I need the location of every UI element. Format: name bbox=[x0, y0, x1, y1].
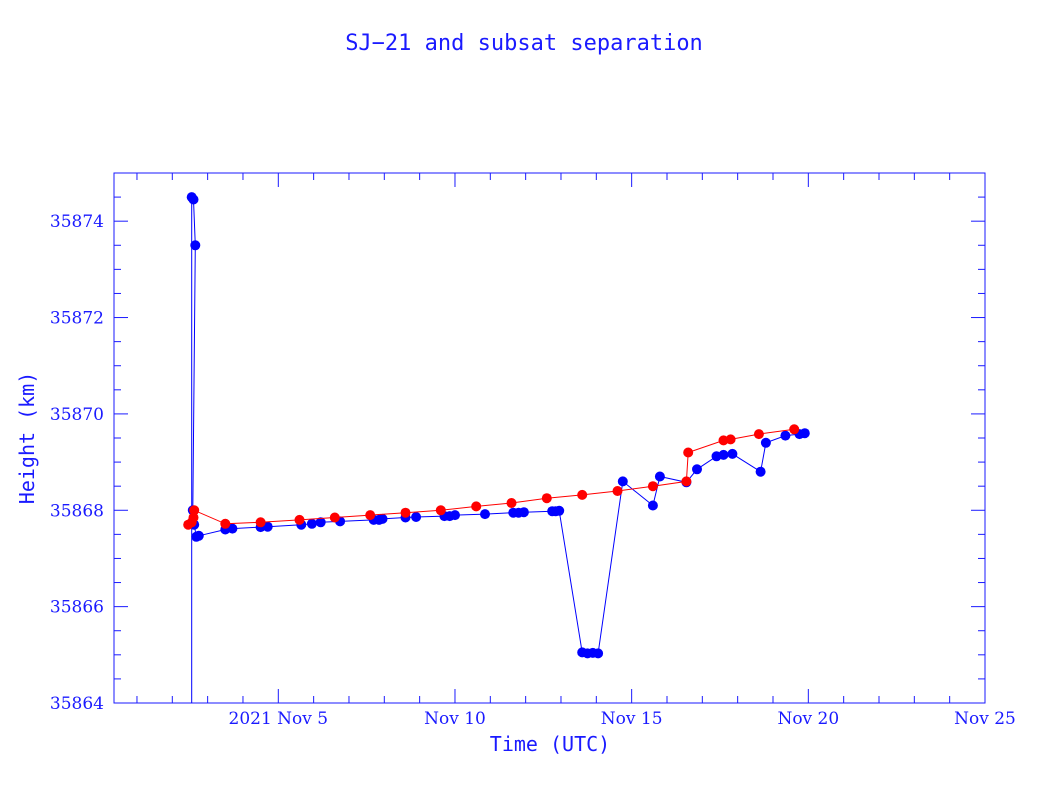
data-point bbox=[411, 512, 422, 522]
x-tick-label: Nov 10 bbox=[424, 709, 486, 729]
series-line bbox=[191, 195, 805, 703]
data-point bbox=[294, 514, 305, 525]
data-point bbox=[725, 434, 736, 445]
data-point bbox=[692, 464, 702, 475]
y-tick-label: 35874 bbox=[50, 212, 104, 232]
data-point bbox=[518, 507, 529, 518]
data-point bbox=[683, 447, 694, 458]
data-point bbox=[541, 493, 552, 504]
series-1 bbox=[183, 424, 800, 530]
data-point bbox=[480, 509, 490, 520]
data-point bbox=[755, 466, 766, 477]
x-tick-label: Nov 25 bbox=[954, 709, 1016, 729]
data-point bbox=[593, 648, 604, 659]
data-point bbox=[377, 513, 388, 524]
data-point bbox=[799, 428, 810, 439]
data-point bbox=[188, 512, 199, 523]
data-point bbox=[471, 501, 482, 512]
data-point bbox=[753, 429, 764, 440]
x-tick-label: 2021 Nov 5 bbox=[229, 709, 329, 729]
data-point bbox=[647, 481, 658, 492]
data-point bbox=[612, 486, 623, 496]
data-point bbox=[617, 476, 628, 487]
data-point bbox=[760, 437, 771, 448]
y-tick-label: 35872 bbox=[50, 309, 104, 329]
y-tick-label: 35868 bbox=[50, 501, 104, 521]
data-point bbox=[780, 430, 791, 441]
data-point bbox=[329, 512, 340, 523]
data-point bbox=[190, 240, 201, 251]
data-point bbox=[365, 510, 376, 521]
series-line bbox=[187, 428, 795, 526]
data-point bbox=[188, 194, 199, 205]
data-point bbox=[220, 518, 231, 529]
data-point bbox=[193, 530, 204, 541]
plot-frame bbox=[113, 172, 986, 704]
data-point bbox=[400, 507, 411, 518]
data-point bbox=[577, 489, 588, 500]
y-tick-label: 35864 bbox=[50, 694, 104, 714]
data-point bbox=[450, 510, 460, 521]
chart-title: SJ−21 and subsat separation bbox=[345, 31, 703, 56]
data-point bbox=[647, 500, 658, 511]
x-tick-label: Nov 15 bbox=[601, 709, 663, 729]
x-tick-label: Nov 20 bbox=[777, 709, 839, 729]
data-point bbox=[727, 448, 738, 459]
data-point bbox=[718, 449, 729, 460]
data-point bbox=[506, 498, 517, 508]
data-point bbox=[227, 523, 238, 534]
data-point bbox=[306, 518, 317, 529]
series-layer bbox=[183, 192, 810, 703]
tick-labels: 2021 Nov 5 Nov 10 Nov 15 Nov 20 Nov 25 35864 3… bbox=[50, 212, 1016, 729]
data-point bbox=[435, 505, 446, 516]
data-point bbox=[789, 424, 800, 435]
data-point bbox=[681, 476, 692, 487]
data-point bbox=[315, 517, 326, 528]
x-axis-label: Time (UTC) bbox=[490, 732, 610, 756]
y-axis-label: Height (km) bbox=[15, 372, 39, 504]
data-point bbox=[554, 505, 565, 516]
axis-ticks bbox=[114, 172, 986, 704]
y-tick-label: 35870 bbox=[50, 405, 104, 425]
series-0 bbox=[186, 192, 810, 703]
data-point bbox=[189, 505, 200, 516]
data-point bbox=[654, 471, 665, 482]
data-point bbox=[255, 517, 266, 528]
y-tick-label: 35866 bbox=[50, 598, 104, 618]
